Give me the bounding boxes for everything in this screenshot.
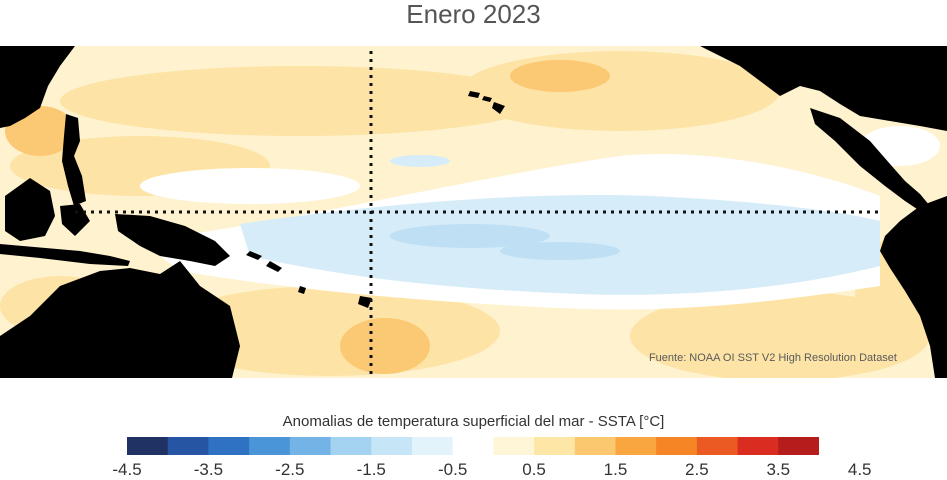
legend-title: Anomalias de temperatura superficial del… bbox=[282, 413, 665, 430]
data-source-note: Fuente: NOAA OI SST V2 High Resolution D… bbox=[648, 352, 897, 364]
colorbar-swatch bbox=[534, 437, 576, 455]
central-america-landmass bbox=[810, 108, 930, 211]
colorbar-tick-label: 2.5 bbox=[685, 460, 709, 479]
java-landmass bbox=[0, 244, 130, 266]
colorbar-swatch bbox=[330, 437, 372, 455]
colorbar-swatch bbox=[249, 437, 291, 455]
colorbar-swatch bbox=[371, 437, 413, 455]
ssta-map: Fuente: NOAA OI SST V2 High Resolution D… bbox=[0, 46, 947, 378]
colorbar-tick-label: 0.5 bbox=[522, 460, 546, 479]
sulawesi-landmass bbox=[60, 204, 90, 236]
colorbar-tick-label: 4.5 bbox=[847, 460, 872, 479]
south-america-landmass bbox=[880, 196, 947, 378]
map-title: Enero 2023 bbox=[406, 0, 541, 29]
colorbar-swatch bbox=[208, 437, 250, 455]
colorbar-swatch bbox=[778, 437, 819, 455]
colorbar bbox=[127, 437, 819, 455]
colorbar-tick-label: -4.5 bbox=[112, 460, 142, 479]
colorbar-swatch bbox=[167, 437, 210, 455]
colorbar-tick-label: -1.5 bbox=[356, 460, 386, 479]
hawaii-islands bbox=[468, 91, 505, 114]
philippines-landmass bbox=[62, 114, 86, 206]
colorbar-swatch bbox=[493, 437, 535, 455]
colorbar-swatch bbox=[574, 437, 617, 455]
new-guinea-landmass bbox=[115, 214, 230, 266]
colorbar-tick-label: -3.5 bbox=[193, 460, 224, 479]
colorbar-ticks: -4.5 -3.5 -2.5 -1.5 -0.5 0.5 1.5 2.5 3.5 4.5 bbox=[0, 460, 947, 480]
colorbar-swatch bbox=[289, 437, 332, 455]
north-america-landmass bbox=[700, 46, 947, 131]
colorbar-tick-label: -0.5 bbox=[437, 460, 468, 479]
colorbar-tick-label: 3.5 bbox=[766, 460, 791, 479]
colorbar-swatch bbox=[737, 437, 779, 455]
borneo-landmass bbox=[5, 178, 55, 241]
colorbar-swatch bbox=[656, 437, 698, 455]
colorbar-tick-label: -2.5 bbox=[275, 460, 305, 479]
colorbar-swatch bbox=[127, 437, 169, 455]
cooler-anomaly-areas bbox=[390, 224, 620, 260]
colorbar-swatch bbox=[452, 437, 494, 455]
colorbar-swatch bbox=[696, 437, 739, 455]
colorbar-swatch bbox=[411, 437, 454, 455]
asia-landmass bbox=[0, 46, 75, 128]
australia-landmass bbox=[0, 261, 240, 378]
colorbar-tick-label: 1.5 bbox=[603, 460, 628, 479]
colorbar-swatch bbox=[615, 437, 657, 455]
land-masses bbox=[0, 46, 947, 378]
